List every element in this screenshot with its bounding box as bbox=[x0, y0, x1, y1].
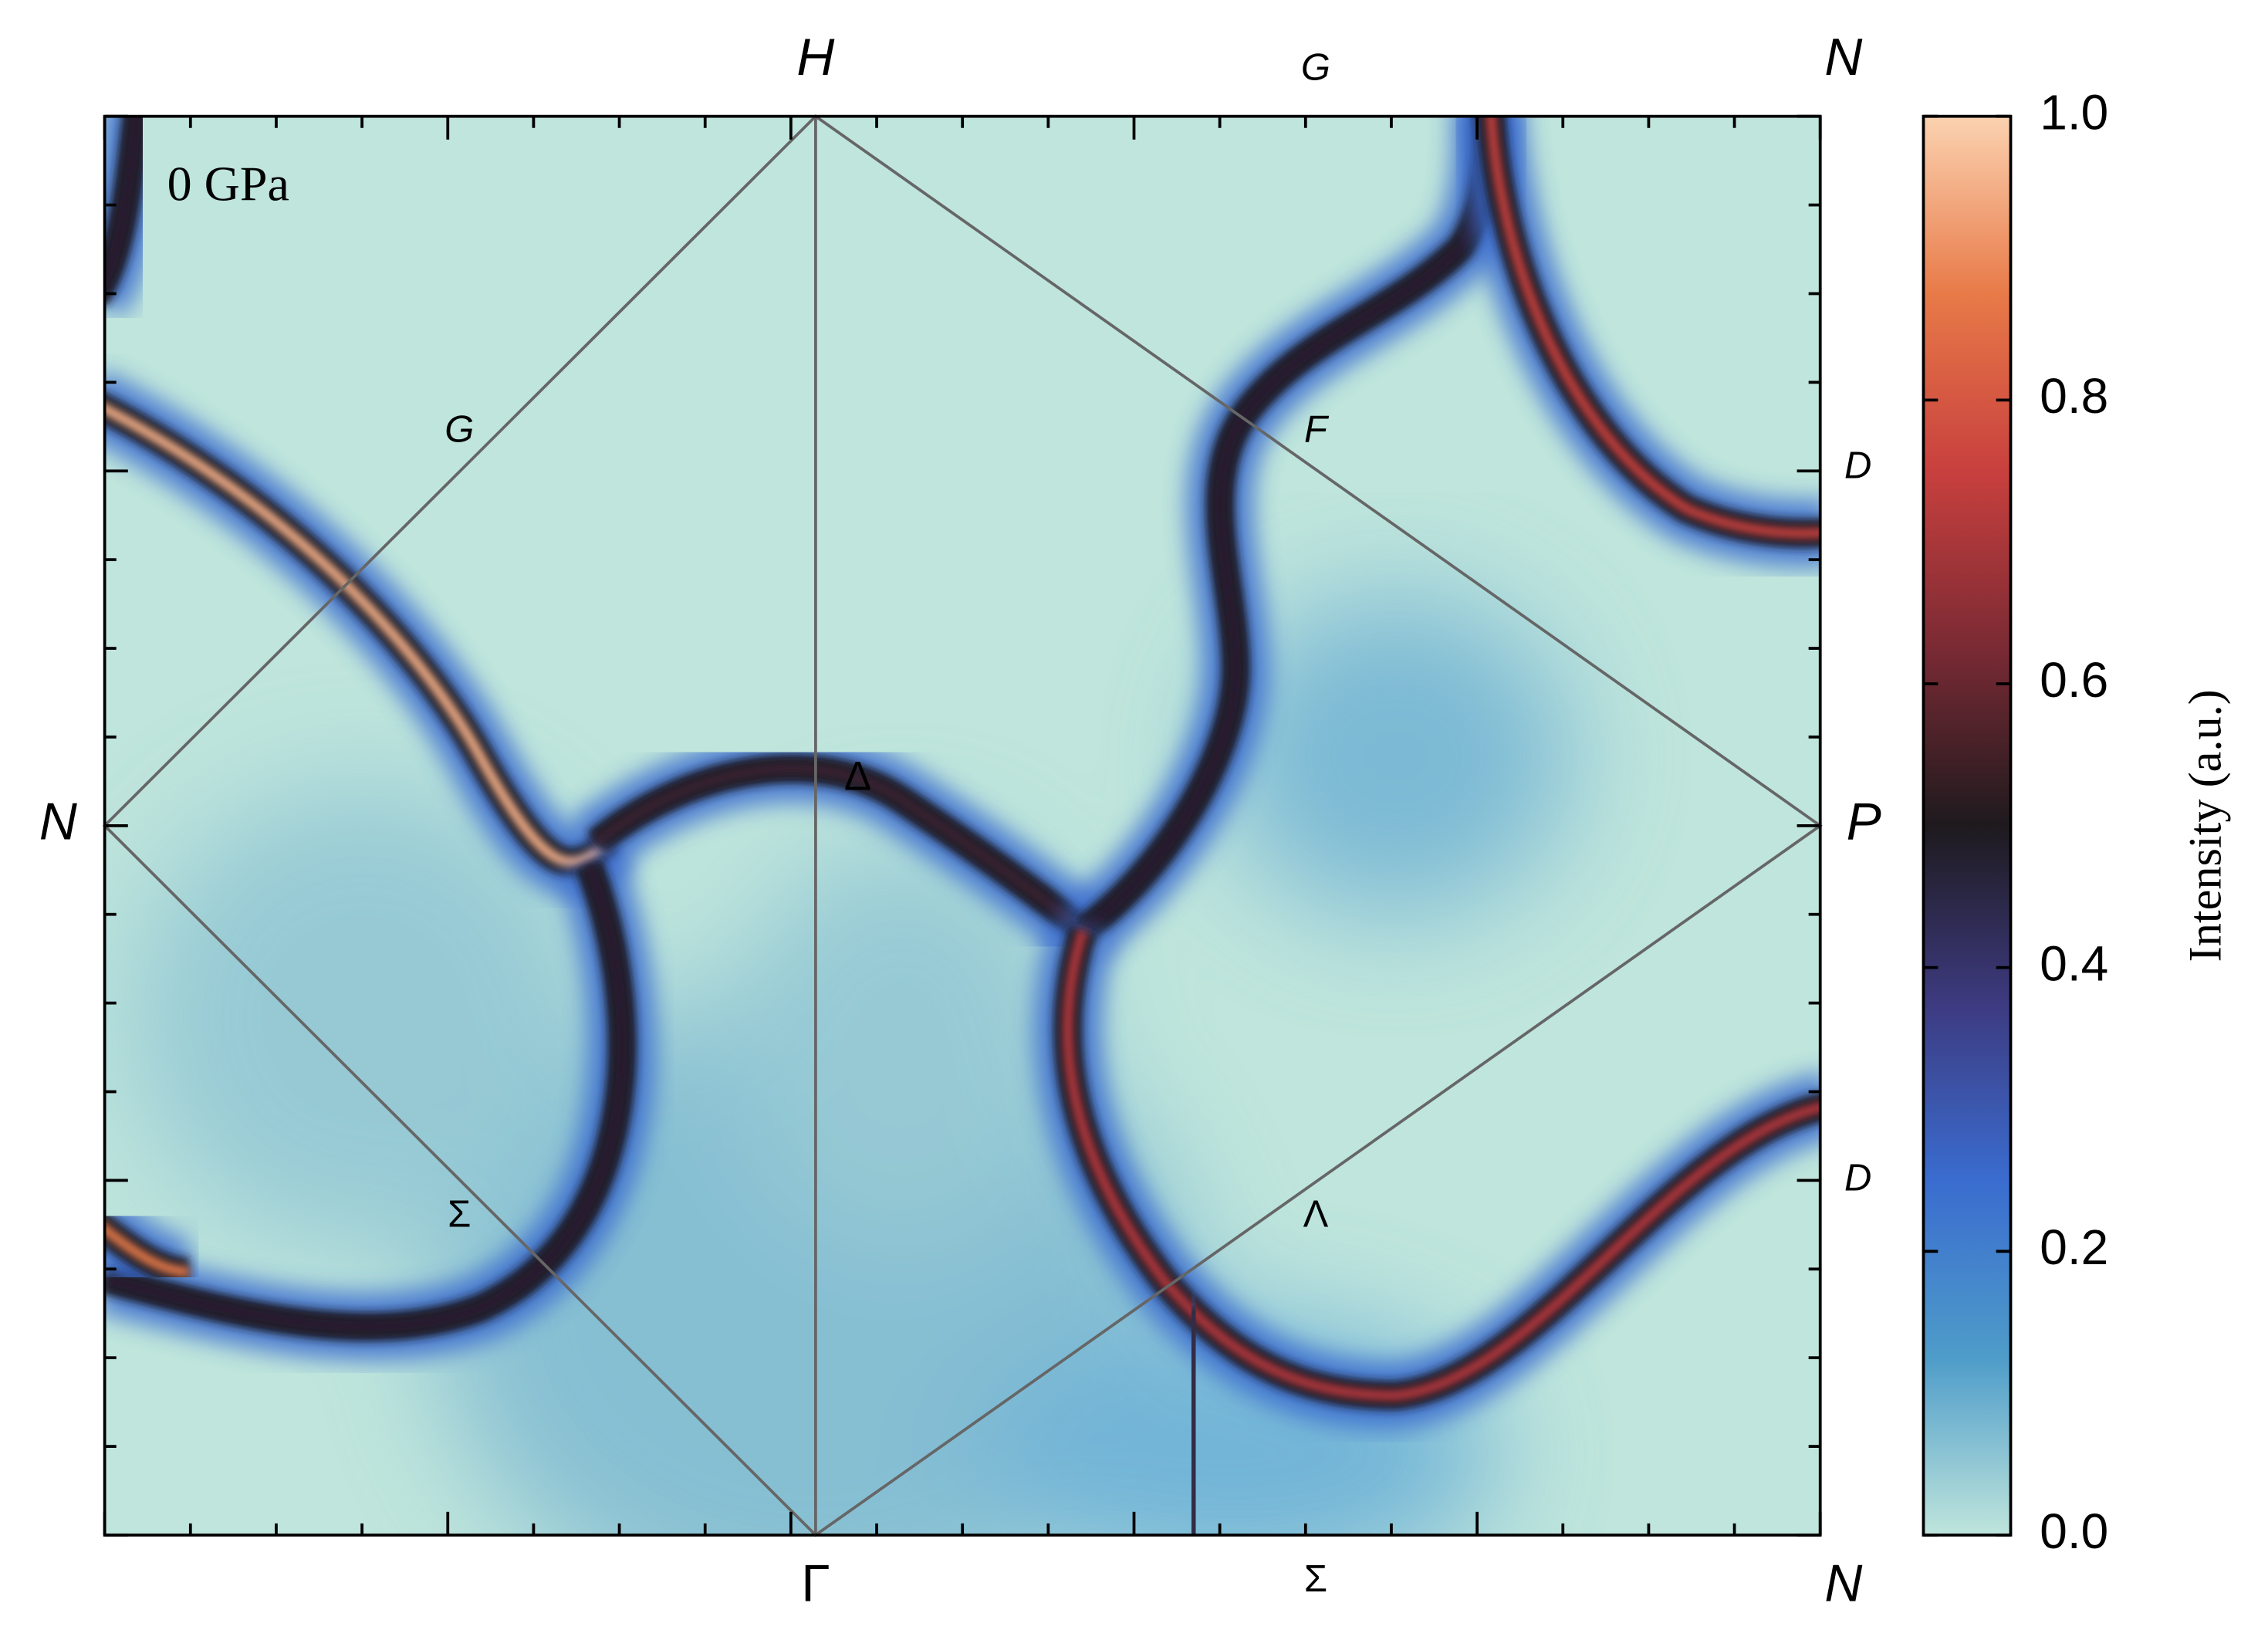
symmetry-point-label: G bbox=[444, 408, 474, 450]
colorbar-tick-label: 0.2 bbox=[2040, 1219, 2108, 1275]
symmetry-point-label: D bbox=[1844, 1157, 1871, 1199]
symmetry-point-label: N bbox=[1824, 29, 1862, 86]
symmetry-point-label: H bbox=[796, 29, 835, 86]
band-core bbox=[593, 763, 1087, 935]
symmetry-point-label: G bbox=[1301, 46, 1330, 88]
intensity-map bbox=[104, 116, 1820, 1535]
band-core bbox=[104, 1223, 190, 1277]
band-core bbox=[1187, 1307, 1201, 1535]
band-core bbox=[1486, 116, 1820, 539]
symmetry-point-label: N bbox=[39, 793, 77, 851]
symmetry-point-label: P bbox=[1847, 793, 1881, 851]
colorbar-tick-label: 1.0 bbox=[2040, 85, 2108, 140]
colorbar-tick-label: 0.6 bbox=[2040, 652, 2108, 708]
symmetry-point-label: Λ bbox=[1303, 1193, 1329, 1235]
band-core bbox=[1063, 928, 1820, 1401]
band-core bbox=[104, 116, 142, 292]
band-core bbox=[104, 403, 614, 867]
colorbar-tick-label: 0.0 bbox=[2040, 1503, 2108, 1559]
symmetry-point-label: Σ bbox=[448, 1193, 471, 1235]
symmetry-point-label: D bbox=[1844, 445, 1871, 486]
annotation: 0 GPa bbox=[167, 157, 289, 211]
colorbar bbox=[1922, 114, 2013, 1537]
symmetry-point-label: Σ bbox=[1304, 1558, 1327, 1600]
colorbar-tick-label: 0.8 bbox=[2040, 368, 2108, 424]
band-core bbox=[1080, 116, 1492, 935]
colorbar-label: Intensity (a.u.) bbox=[2179, 689, 2231, 962]
band-core bbox=[104, 863, 627, 1332]
symmetry-point-label: N bbox=[1824, 1555, 1862, 1613]
symmetry-point-label: Γ bbox=[801, 1555, 830, 1613]
symmetry-point-label: F bbox=[1304, 408, 1330, 450]
symmetry-point-label: Δ bbox=[844, 753, 871, 799]
colorbar-tick-label: 0.4 bbox=[2040, 936, 2108, 992]
